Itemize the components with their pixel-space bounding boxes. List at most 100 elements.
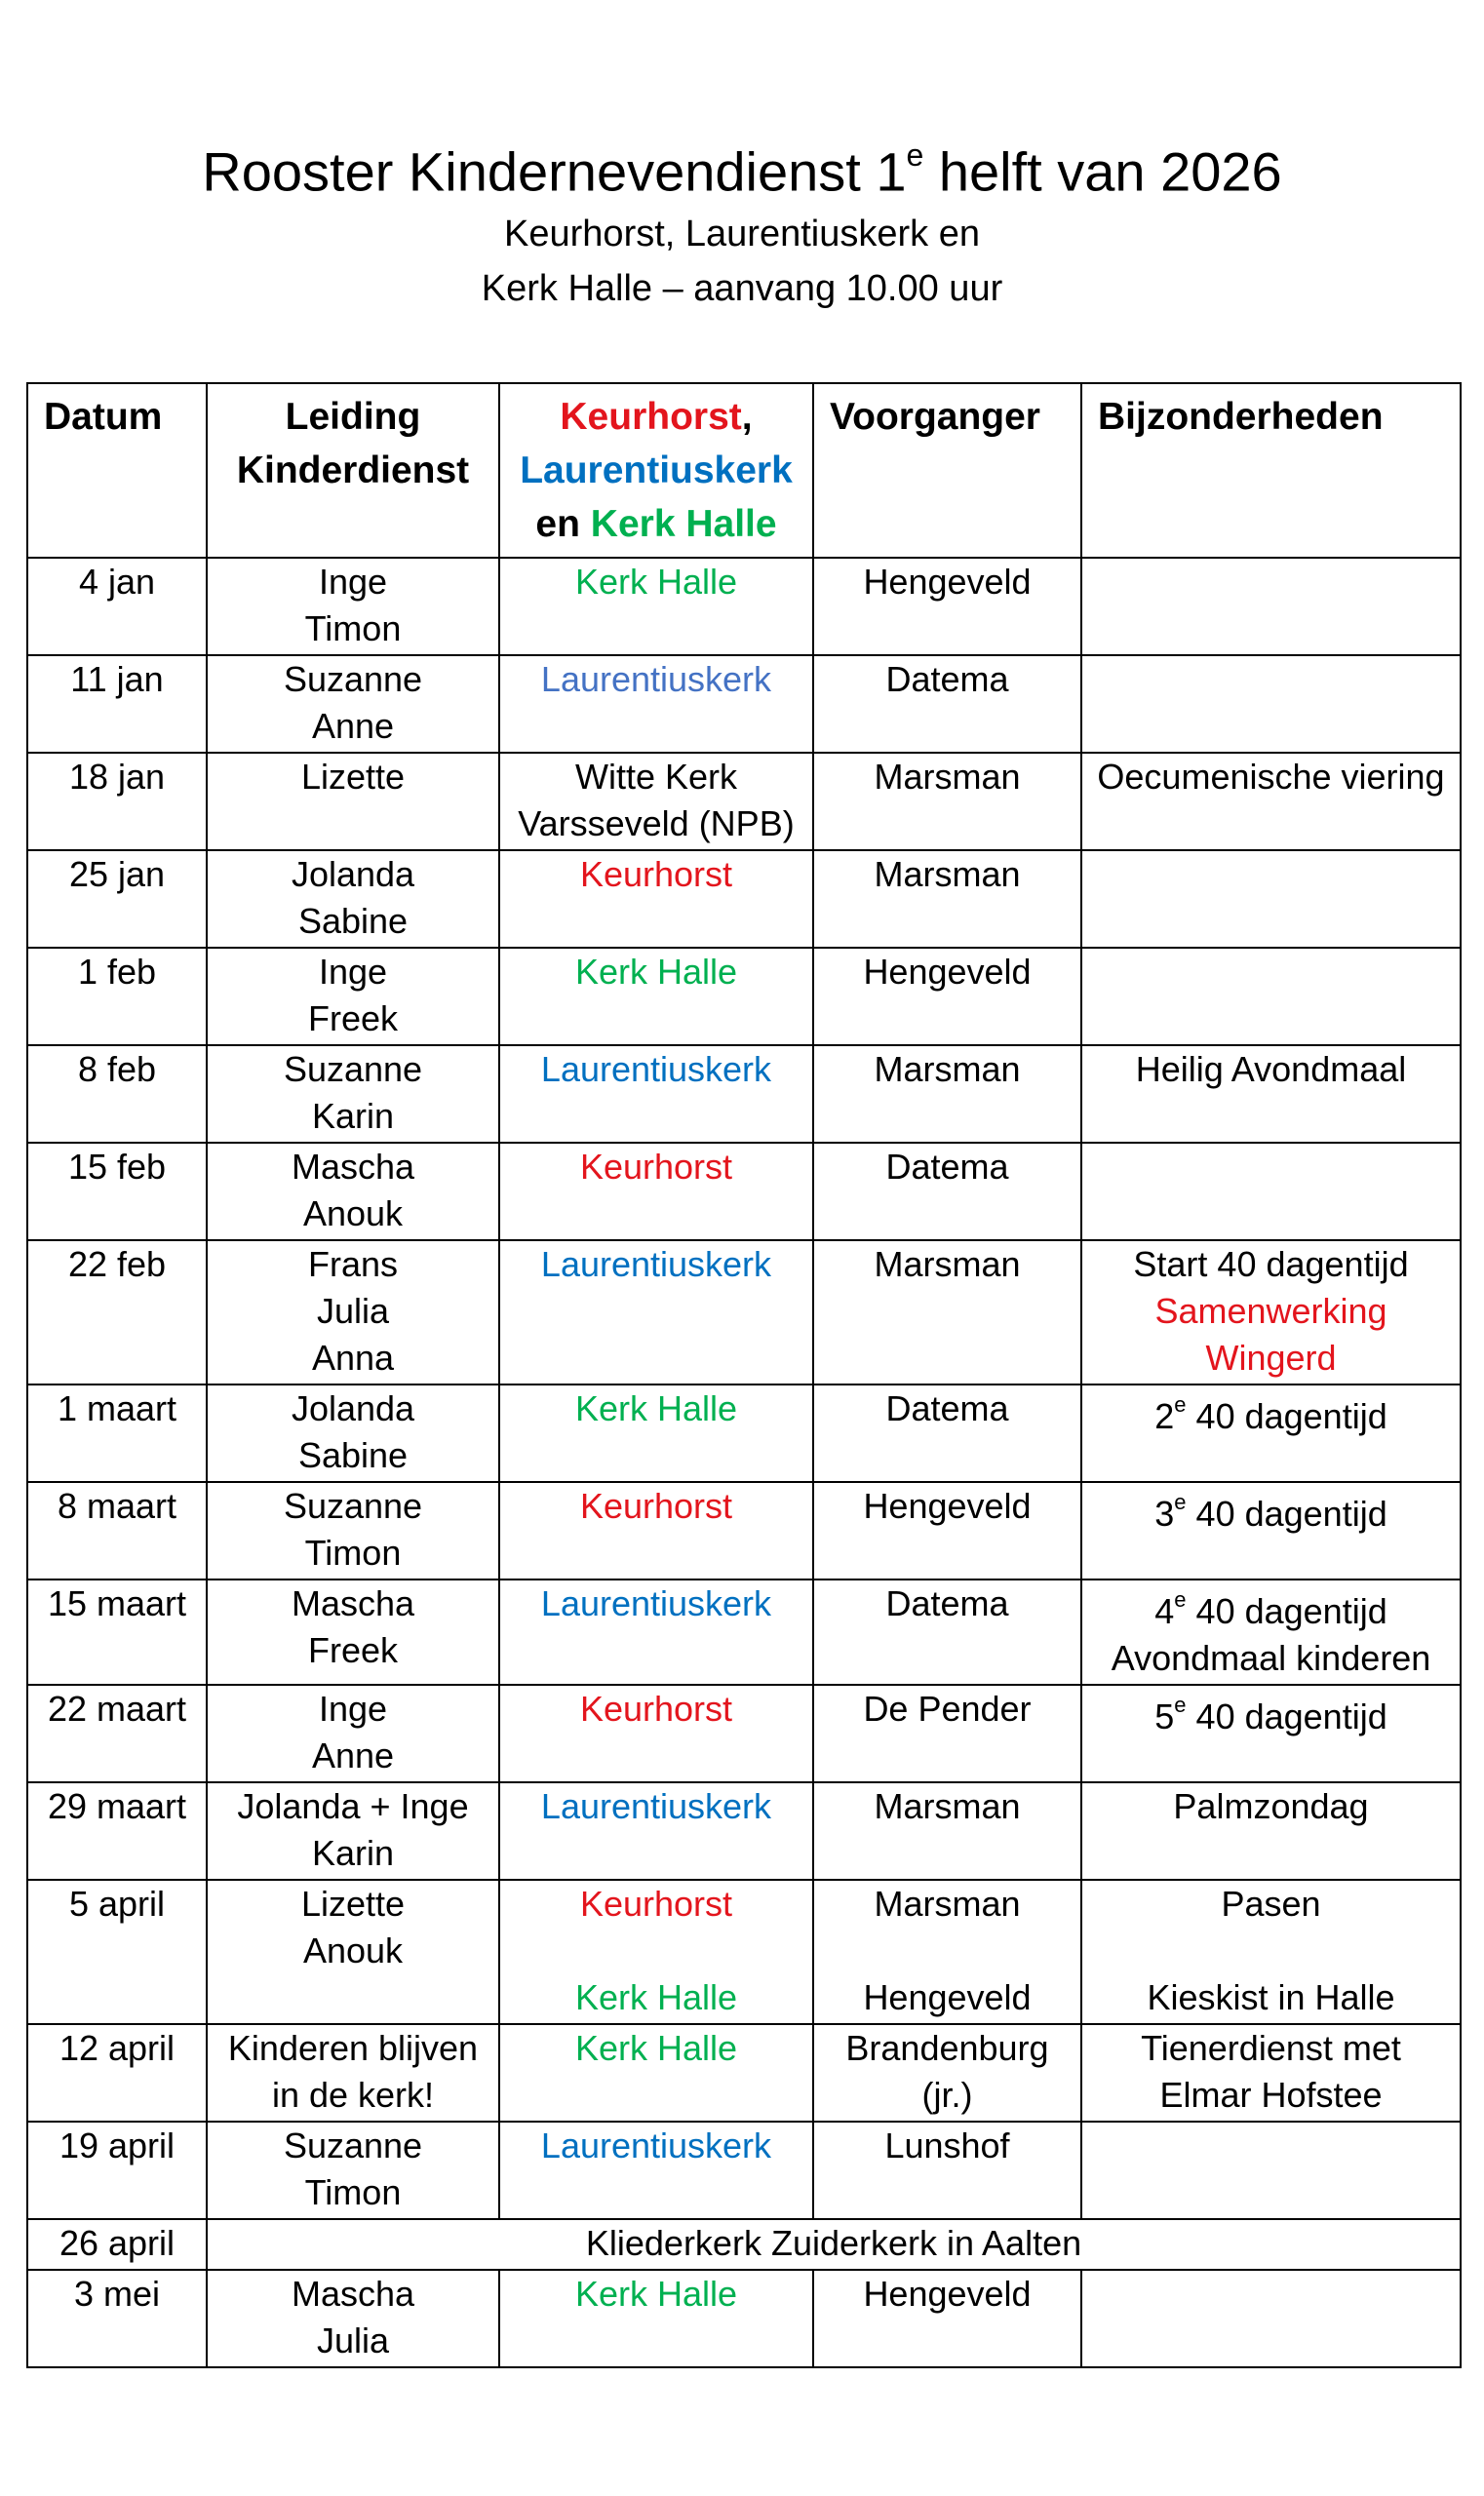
document-header: Rooster Kindernevendienst 1e helft van 2… [0,127,1484,316]
schedule-table: Datum Leiding Kinderdienst Keurhorst, Lau… [26,382,1462,2368]
cell-line: Inge [318,952,388,992]
cell-voorganger: Brandenburg (jr.) [812,2023,1082,2123]
cell-line: Hengeveld [863,952,1032,992]
cell-locatie: Kerk Halle [498,557,814,656]
cell-line: Mascha [291,1147,415,1187]
cell-line: Julia [316,1291,390,1331]
header-datum: Datum [26,382,208,559]
cell-leiding: Lizette [206,752,500,851]
cell-line: 1 maart [57,1388,177,1428]
cell-locatie: Laurentiuskerk [498,2121,814,2220]
cell-line: 3 mei [73,2274,161,2314]
cell-merged-note: Kliederkerk Zuiderkerk in Aalten [206,2218,1462,2271]
table-row: 5 april Lizette Anouk Keurhorst Kerk Halle M… [26,1879,1462,2025]
header-bijzonderheden: Bijzonderheden [1080,382,1462,559]
table-row: 8 maart Suzanne Timon Keurhorst Hengeveld 3e … [26,1481,1462,1580]
cell-line: Anouk [302,1193,404,1233]
cell-line: Kerk Halle [574,952,738,992]
cell-bijzonderheden [1080,2121,1462,2220]
table-header-row: Datum Leiding Kinderdienst Keurhorst, Lau… [26,382,1462,559]
cell-line: Wingerd [1205,1338,1337,1378]
cell-leiding: Suzanne Timon [206,1481,500,1580]
table-row: 8 feb Suzanne Karin Laurentiuskerk Marsman He… [26,1044,1462,1144]
cell-leiding: Jolanda + Inge Karin [206,1781,500,1881]
cell-line: Laurentiuskerk [540,2126,772,2165]
cell-datum: 25 jan [26,849,208,949]
cell-line: Hengeveld [863,562,1032,602]
cell-line: De Pender [863,1689,1032,1729]
cell-line: Jolanda [291,1388,415,1428]
cell-leiding: Inge Anne [206,1684,500,1783]
cell-line: Suzanne [283,1486,423,1526]
cell-datum: 22 feb [26,1239,208,1385]
cell-line: Anne [311,1736,395,1775]
cell-line: Timon [304,1533,402,1573]
cell-line: 8 feb [77,1049,157,1089]
cell-line: Marsman [874,1786,1021,1826]
cell-line: Oecumenische viering [1097,757,1445,797]
cell-locatie: Keurhorst [498,1142,814,1241]
cell-line: Marsman [874,1049,1021,1089]
cell-line: Timon [304,2172,402,2212]
cell-line: Samenwerking [1154,1291,1387,1331]
cell-line: Datema [885,1583,1009,1623]
cell-voorganger: Datema [812,1579,1082,1686]
cell-leiding: Jolanda Sabine [206,1384,500,1483]
cell-locatie: Keurhorst [498,1481,814,1580]
cell-line: Elmar Hofstee [1159,2075,1383,2115]
cell-line: Kerk Halle [574,2274,738,2314]
cell-line: Marsman [874,1884,1021,1924]
header-locaties: Keurhorst, Laurentiuskerk en Kerk Halle [498,382,814,559]
cell-bijzonderheden: Heilig Avondmaal [1080,1044,1462,1144]
cell-line: 29 maart [47,1786,187,1826]
cell-line: 5 april [68,1884,166,1924]
cell-bijzonderheden: 4e 40 dagentijd Avondmaal kinderen [1080,1579,1462,1686]
cell-datum: 18 jan [26,752,208,851]
cell-bijzonderheden [1080,557,1462,656]
cell-bijzonderheden [1080,2269,1462,2368]
cell-line: 22 feb [67,1244,167,1284]
cell-voorganger: Marsman [812,1781,1082,1881]
cell-datum: 22 maart [26,1684,208,1783]
cell-line: Lizette [300,1884,406,1924]
cell-locatie: Kerk Halle [498,2023,814,2123]
cell-line: Keurhorst [579,1689,733,1729]
cell-voorganger: Datema [812,654,1082,754]
cell-line: Anne [311,706,395,746]
cell-line: Suzanne [283,2126,423,2165]
cell-datum: 4 jan [26,557,208,656]
cell-line: 1 feb [77,952,157,992]
cell-locatie: Laurentiuskerk [498,654,814,754]
cell-locatie: Witte Kerk Varsseveld (NPB) [498,752,814,851]
cell-datum: 29 maart [26,1781,208,1881]
cell-line: 8 maart [57,1486,177,1526]
header-voorganger: Voorganger [812,382,1082,559]
cell-voorganger: Hengeveld [812,2269,1082,2368]
cell-datum: 5 april [26,1879,208,2025]
cell-bijzonderheden [1080,947,1462,1046]
cell-line: 22 maart [47,1689,187,1729]
cell-line: 25 jan [68,854,166,894]
cell-line: Timon [304,608,402,648]
cell-locatie: Kerk Halle [498,947,814,1046]
cell-line: Palmzondag [1173,1786,1369,1826]
table-row: 11 jan Suzanne Anne Laurentiuskerk Datema [26,654,1462,754]
cell-locatie: Keurhorst Kerk Halle [498,1879,814,2025]
cell-line: Mascha [291,2274,415,2314]
cell-line: Inge [318,562,388,602]
cell-line: Freek [307,998,399,1038]
cell-line: Freek [307,1630,399,1670]
cell-bijzonderheden: Oecumenische viering [1080,752,1462,851]
cell-leiding: Lizette Anouk [206,1879,500,2025]
cell-line: 15 maart [47,1583,187,1623]
document-title: Rooster Kindernevendienst 1e helft van 2… [202,137,1282,203]
cell-line: Laurentiuskerk [540,1786,772,1826]
cell-locatie: Keurhorst [498,849,814,949]
cell-bijzonderheden: Start 40 dagentijd Samenwerking Wingerd [1080,1239,1462,1385]
cell-voorganger: Datema [812,1384,1082,1483]
table-row: 15 maart Mascha Freek Laurentiuskerk Datema 4… [26,1579,1462,1686]
cell-line: 15 feb [67,1147,167,1187]
cell-line: Lunshof [884,2126,1010,2165]
table-row: 3 mei Mascha Julia Kerk Halle Hengeveld [26,2269,1462,2368]
cell-line: Julia [316,2320,390,2360]
